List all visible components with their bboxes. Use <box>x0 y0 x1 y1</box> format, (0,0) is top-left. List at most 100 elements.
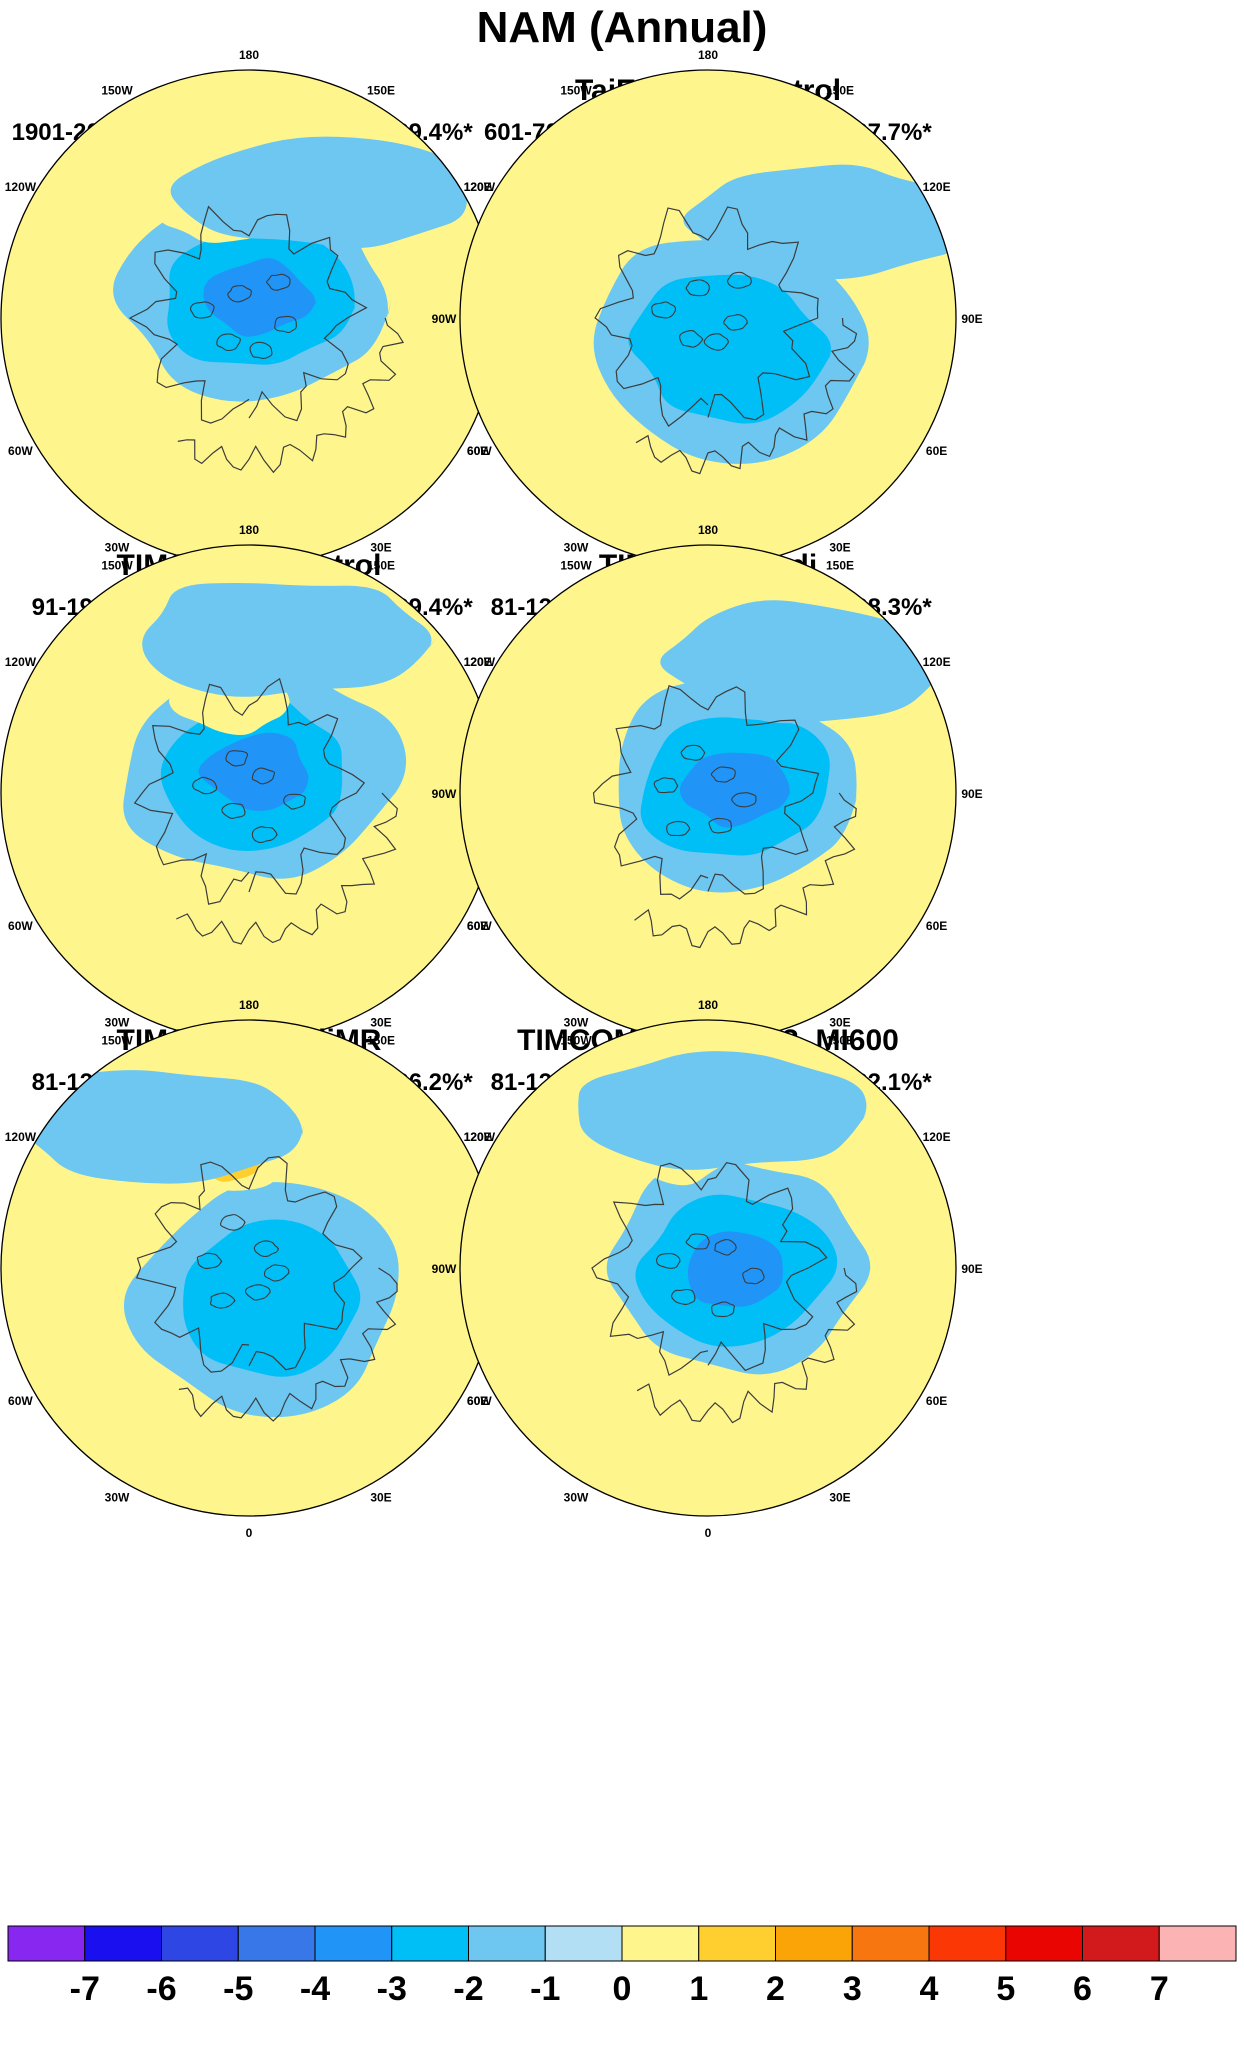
longitude-label: 150W <box>101 1033 133 1047</box>
contour-fill <box>578 1051 870 1170</box>
colorbar-label: -1 <box>530 1970 560 2008</box>
longitude-label: 120E <box>923 180 951 194</box>
longitude-label: 120W <box>464 655 496 669</box>
longitude-label: 90E <box>961 1262 982 1276</box>
contour-fill <box>183 1219 365 1377</box>
map-field <box>1 545 497 1041</box>
anomaly-pacific-band <box>578 1051 870 1170</box>
coastline <box>251 826 278 844</box>
coastline <box>710 766 736 783</box>
coastline <box>249 341 273 360</box>
longitude-label: 30W <box>105 1016 130 1030</box>
anomaly-pacific-band <box>660 600 952 724</box>
contour-fill <box>679 752 792 828</box>
longitude-label: 90E <box>961 787 982 801</box>
longitude-label: 90E <box>961 312 982 326</box>
longitude-label: 180 <box>239 523 259 537</box>
coastline <box>128 205 368 424</box>
coastline <box>209 1292 236 1309</box>
coastline <box>714 1239 737 1256</box>
coastline <box>178 1267 398 1422</box>
colorbar-label: 7 <box>1150 1970 1169 2008</box>
colorbar-label: -5 <box>223 1970 253 2008</box>
colorbar-swatch <box>314 1925 393 1962</box>
colorbar-label: 6 <box>1073 1970 1092 2008</box>
coastline <box>274 315 298 334</box>
coastline <box>726 271 752 289</box>
longitude-label: 30E <box>370 1016 391 1030</box>
longitude-label: 120E <box>923 655 951 669</box>
colorbar-swatch <box>928 1925 1007 1962</box>
longitude-label: 0 <box>705 1526 712 1540</box>
map-field <box>460 545 956 1041</box>
longitude-label: 60W <box>8 919 33 933</box>
coastline <box>192 776 218 795</box>
colorbar-swatch <box>237 1925 316 1962</box>
longitude-label: 120E <box>464 655 492 669</box>
longitude-label: 30E <box>829 1491 850 1505</box>
contour-fill <box>142 583 438 697</box>
coastline <box>635 317 858 475</box>
longitude-label: 180 <box>698 48 718 62</box>
coastline <box>135 1155 363 1373</box>
longitude-label: 120W <box>464 180 496 194</box>
longitude-label: 180 <box>239 998 259 1012</box>
longitude-label: 120W <box>464 1130 496 1144</box>
coastline <box>731 792 757 808</box>
coastline <box>708 817 733 834</box>
map-field <box>1 1020 497 1516</box>
map-panel: TIMCOM-pi_adjMR81-12026.2%*180150E120E90… <box>0 998 524 1540</box>
longitude-label: 30E <box>829 541 850 555</box>
longitude-label: 90W <box>432 312 457 326</box>
longitude-label: 30W <box>105 541 130 555</box>
coastline <box>225 750 249 767</box>
colorbar-label: -7 <box>70 1970 100 2008</box>
coastline <box>594 206 819 427</box>
map-panel: TIMCOM-piControl91-19029.4%*180150E120E9… <box>0 523 524 1065</box>
coastline <box>591 1162 828 1376</box>
coastline <box>723 314 748 331</box>
coastline <box>221 802 246 819</box>
longitude-label: 60E <box>926 919 947 933</box>
coastline <box>283 793 306 810</box>
longitude-label: 60E <box>467 444 488 458</box>
longitude-label: 90W <box>432 787 457 801</box>
anomaly-arctic-low <box>618 680 859 893</box>
coastline <box>634 792 857 949</box>
anomaly-pacific-band <box>13 1070 304 1184</box>
map-panel: ERA20CM1901-201029.4%*180150E120E90E60E3… <box>0 48 524 590</box>
colorbar-label: 4 <box>920 1970 939 2008</box>
longitude-label: 180 <box>698 998 718 1012</box>
colorbar-swatch <box>775 1925 853 1962</box>
colorbar-label: -2 <box>453 1970 483 2008</box>
colorbar-label: 0 <box>613 1970 632 2008</box>
colorbar-label: -6 <box>146 1970 176 2008</box>
longitude-label: 60W <box>467 1394 492 1408</box>
contour-fill <box>628 274 837 424</box>
colorbar-swatch <box>161 1925 239 1962</box>
colorbar-label: -3 <box>377 1970 407 2008</box>
coastline <box>253 1240 280 1258</box>
coastline <box>245 1284 271 1301</box>
contour-fill <box>687 1231 784 1307</box>
longitude-label: 150E <box>826 83 854 97</box>
longitude-label: 150E <box>367 558 395 572</box>
colorbar-swatch <box>1082 1925 1160 1962</box>
longitude-label: 60W <box>8 1394 33 1408</box>
longitude-label: 120E <box>923 1130 951 1144</box>
longitude-label: 60E <box>926 444 947 458</box>
longitude-label: 90W <box>432 1262 457 1276</box>
coastline <box>251 767 276 785</box>
coastline <box>656 1253 681 1269</box>
longitude-label: 60W <box>467 919 492 933</box>
anomaly-pacific-band <box>170 136 470 249</box>
map-border <box>459 1019 957 1517</box>
panels: ERA20CM1901-201029.4%*180150E120E90E60E3… <box>0 48 983 1540</box>
anomaly-arctic-low <box>123 1182 399 1418</box>
contour-fill <box>660 600 952 724</box>
colorbar-swatch <box>544 1925 623 1962</box>
longitude-label: 60W <box>467 444 492 458</box>
longitude-label: 60W <box>8 444 33 458</box>
coastline <box>671 1288 696 1305</box>
